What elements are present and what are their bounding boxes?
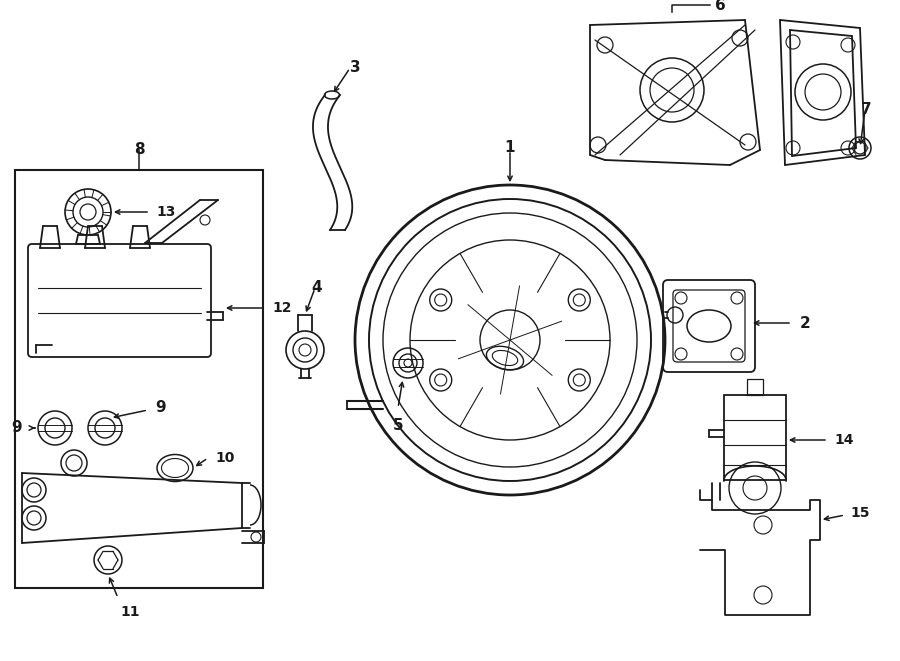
Bar — [15, 170, 263, 588]
Text: 15: 15 — [850, 506, 869, 520]
Text: 13: 13 — [156, 205, 176, 219]
Text: 3: 3 — [350, 60, 360, 75]
Text: 4: 4 — [311, 280, 322, 295]
Text: 14: 14 — [834, 433, 853, 447]
Text: 5: 5 — [392, 418, 403, 433]
Bar — [724, 395, 786, 480]
Text: 10: 10 — [215, 451, 234, 465]
Text: 9: 9 — [12, 420, 22, 436]
Bar — [747, 379, 763, 395]
Text: 1: 1 — [505, 140, 515, 155]
Text: 11: 11 — [120, 605, 140, 619]
Text: 2: 2 — [800, 315, 811, 330]
Text: 7: 7 — [860, 102, 871, 117]
Text: 12: 12 — [272, 301, 292, 315]
Text: 8: 8 — [134, 142, 144, 157]
Text: 9: 9 — [155, 401, 166, 416]
Text: 6: 6 — [715, 0, 725, 13]
